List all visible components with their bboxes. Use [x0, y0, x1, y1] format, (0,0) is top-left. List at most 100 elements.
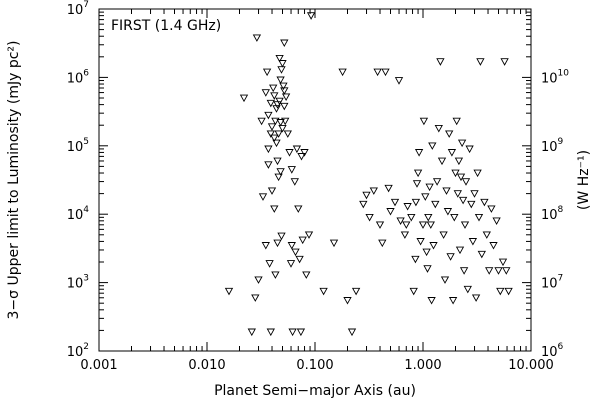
- y-tick-labels-right: 106 107 108 109 1010: [541, 68, 569, 360]
- data-point: [252, 34, 262, 42]
- x-tick-label: 0.100: [296, 358, 333, 373]
- data-point: [489, 242, 498, 250]
- data-point: [261, 242, 270, 250]
- data-point: [450, 213, 459, 222]
- data-point: [264, 145, 273, 154]
- y-tick-label-right: 106: [541, 342, 564, 360]
- data-point: [287, 166, 296, 174]
- data-point: [302, 271, 311, 279]
- data-point: [347, 328, 357, 337]
- data-point: [287, 242, 296, 250]
- y-axis-title: 3−σ Upper limit to Luminosity (mJy pc²): [6, 41, 22, 320]
- data-point: [459, 267, 469, 275]
- data-point: [473, 169, 482, 178]
- data-point: [261, 89, 270, 97]
- data-point: [500, 58, 509, 66]
- data-point: [439, 231, 448, 239]
- data-point: [266, 130, 275, 138]
- data-point: [436, 58, 445, 66]
- data-point: [454, 157, 464, 166]
- data-point: [448, 297, 458, 305]
- data-point: [402, 221, 411, 229]
- data-point: [283, 130, 292, 138]
- data-point: [418, 221, 428, 229]
- x-tick-label: 10.000: [508, 358, 554, 373]
- data-point: [468, 238, 478, 246]
- data-point: [254, 276, 263, 284]
- data-point: [465, 145, 474, 154]
- data-point: [272, 139, 281, 148]
- y-tick-label-right: 1010: [541, 68, 569, 86]
- data-point: [498, 258, 508, 267]
- data-point: [453, 190, 462, 198]
- data-point: [373, 68, 382, 77]
- data-point: [429, 242, 438, 250]
- data-point: [274, 173, 283, 182]
- data-point: [258, 193, 268, 201]
- y-tick-labels: 102 103 104 105 106 107: [67, 0, 90, 360]
- data-point: [470, 190, 479, 198]
- chart-annotation: FIRST (1.4 GHz): [111, 18, 221, 34]
- data-point: [386, 208, 395, 216]
- x-tick-label: 1.000: [404, 358, 441, 373]
- data-point: [455, 246, 465, 255]
- y-tick-label-right: 109: [541, 137, 564, 155]
- data-point: [446, 253, 455, 261]
- data-point: [419, 117, 429, 126]
- data-point: [297, 153, 306, 161]
- x-tick-label: 0.010: [188, 358, 225, 373]
- data-point: [424, 213, 433, 222]
- data-point: [247, 328, 256, 337]
- data-point: [369, 187, 378, 195]
- data-point: [477, 250, 486, 259]
- data-point: [452, 117, 461, 126]
- data-point: [394, 77, 404, 85]
- data-point: [281, 93, 291, 102]
- data-point: [267, 187, 277, 195]
- x-tick-label: 0.001: [80, 358, 117, 373]
- data-point: [264, 111, 273, 120]
- data-point: [251, 294, 260, 302]
- data-point: [487, 205, 496, 213]
- data-point: [295, 255, 304, 264]
- data-point: [434, 124, 443, 133]
- data-point: [271, 271, 280, 279]
- data-point: [271, 117, 280, 126]
- data-point: [319, 287, 328, 296]
- data-point: [460, 221, 470, 229]
- data-point: [275, 54, 284, 63]
- data-point: [277, 232, 286, 241]
- data-point: [412, 180, 422, 188]
- data-point: [474, 213, 484, 222]
- data-point: [277, 66, 286, 74]
- data-point: [351, 287, 361, 296]
- data-point: [384, 184, 393, 193]
- data-point: [285, 149, 294, 157]
- data-point: [292, 145, 302, 154]
- data-point: [262, 68, 272, 77]
- y-axis-title-right: (W Hz⁻¹): [576, 150, 592, 210]
- data-point: [494, 267, 503, 275]
- data-point: [275, 97, 284, 106]
- data-point: [294, 205, 303, 213]
- data-point: [458, 196, 468, 205]
- data-point: [421, 193, 430, 201]
- data-point: [431, 200, 440, 209]
- data-point: [298, 236, 307, 245]
- data-point: [447, 149, 457, 157]
- data-point: [267, 123, 277, 131]
- y-tick-label-right: 108: [541, 205, 564, 223]
- data-point: [456, 173, 466, 182]
- data-point: [425, 183, 434, 192]
- data-point: [427, 297, 436, 305]
- data-point: [306, 12, 316, 20]
- data-point: [467, 200, 476, 209]
- data-point: [279, 82, 288, 91]
- data-point: [423, 265, 432, 273]
- data-point: [496, 287, 505, 296]
- y-tick-label: 102: [67, 342, 89, 360]
- data-point: [280, 102, 289, 111]
- data-point: [280, 39, 289, 48]
- data-point: [329, 239, 339, 248]
